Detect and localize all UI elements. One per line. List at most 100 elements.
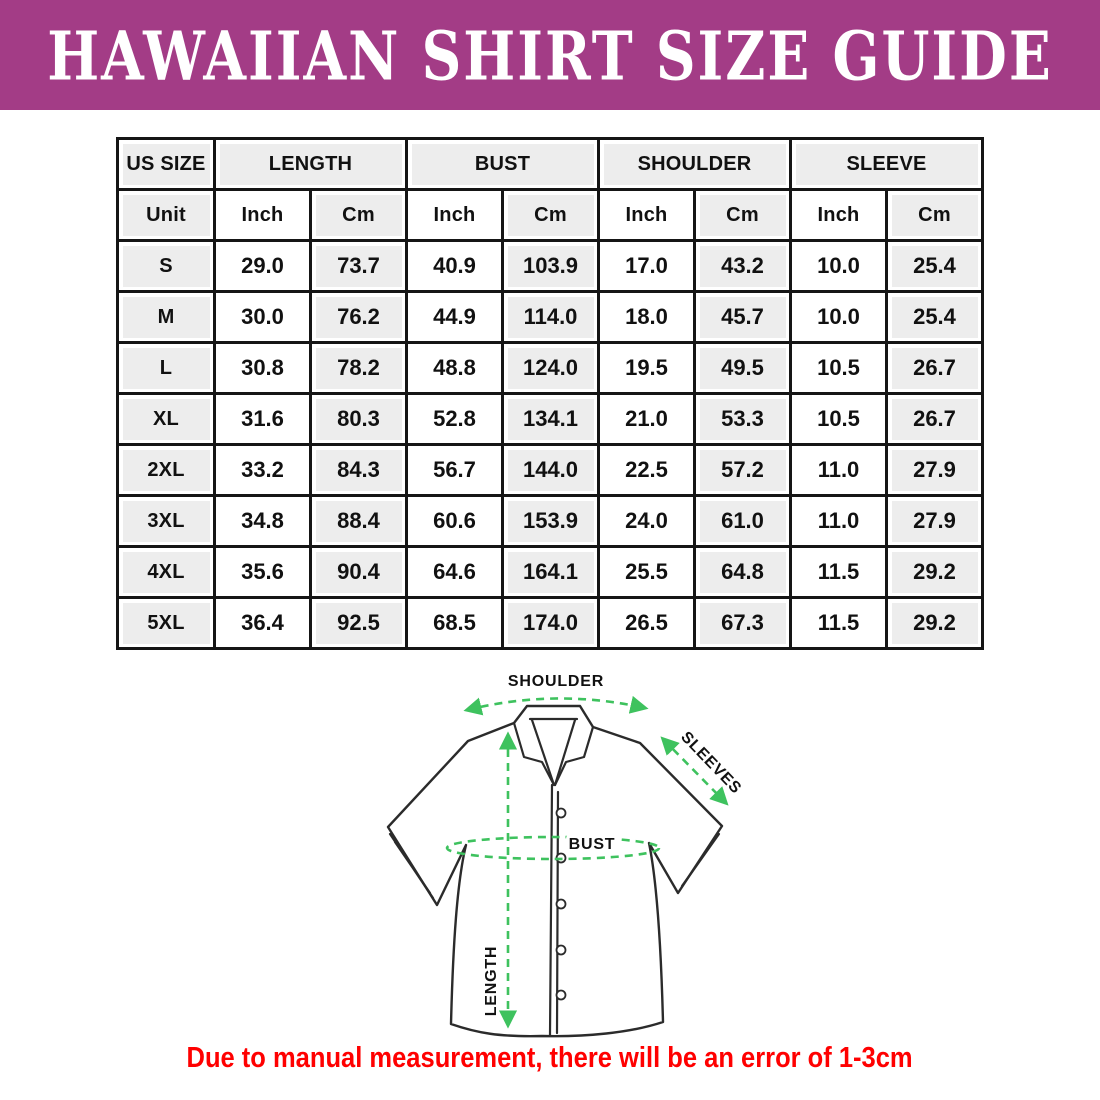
size-cell: L	[116, 341, 216, 395]
value-cell: 26.7	[885, 392, 984, 446]
col-group-shoulder: SHOULDER	[597, 137, 792, 191]
value-cell: 10.0	[789, 239, 888, 293]
value-cell: 64.8	[693, 545, 792, 599]
value-cell: 68.5	[405, 596, 504, 650]
value-cell: 22.5	[597, 443, 696, 497]
value-cell: 60.6	[405, 494, 504, 548]
value-cell: 34.8	[213, 494, 312, 548]
table-row-m: M 30.0 76.2 44.9 114.0 18.0 45.7 10.0 25.4	[116, 290, 984, 344]
value-cell: 29.2	[885, 545, 984, 599]
value-cell: 78.2	[309, 341, 408, 395]
col-group-sleeve: SLEEVE	[789, 137, 984, 191]
bust-measure-loop	[445, 835, 661, 861]
value-cell: 67.3	[693, 596, 792, 650]
unit-cell: Cm	[885, 188, 984, 242]
table-row-2xl: 2XL 33.2 84.3 56.7 144.0 22.5 57.2 11.0 27.9	[116, 443, 984, 497]
value-cell: 52.8	[405, 392, 504, 446]
value-cell: 29.2	[885, 596, 984, 650]
value-cell: 57.2	[693, 443, 792, 497]
value-cell: 114.0	[501, 290, 600, 344]
value-cell: 124.0	[501, 341, 600, 395]
value-cell: 48.8	[405, 341, 504, 395]
bust-label: BUST	[569, 836, 616, 853]
right-lapel-line	[553, 725, 595, 787]
value-cell: 19.5	[597, 341, 696, 395]
header-banner: HAWAIIAN SHIRT SIZE GUIDE	[0, 0, 1100, 110]
size-cell: S	[116, 239, 216, 293]
value-cell: 33.2	[213, 443, 312, 497]
value-cell: 92.5	[309, 596, 408, 650]
value-cell: 30.8	[213, 341, 312, 395]
size-cell: M	[116, 290, 216, 344]
shirt-outline	[386, 704, 724, 1038]
size-table-wrap: US SIZE LENGTH BUST SHOULDER SLEEVE Unit Inch C…	[116, 137, 984, 650]
left-collar-v-line	[530, 718, 556, 787]
value-cell: 11.0	[789, 494, 888, 548]
shirt-button	[555, 989, 567, 1001]
value-cell: 45.7	[693, 290, 792, 344]
value-cell: 10.5	[789, 392, 888, 446]
shirt-button	[555, 898, 567, 910]
col-group-us-size: US SIZE	[116, 137, 216, 191]
table-row-xl: XL 31.6 80.3 52.8 134.1 21.0 53.3 10.5 26.7	[116, 392, 984, 446]
value-cell: 76.2	[309, 290, 408, 344]
value-cell: 153.9	[501, 494, 600, 548]
value-cell: 29.0	[213, 239, 312, 293]
value-cell: 90.4	[309, 545, 408, 599]
size-cell: 3XL	[116, 494, 216, 548]
value-cell: 49.5	[693, 341, 792, 395]
value-cell: 10.5	[789, 341, 888, 395]
value-cell: 26.7	[885, 341, 984, 395]
measurement-error-note: Due to manual measurement, there will be…	[186, 1042, 914, 1074]
page-title: HAWAIIAN SHIRT SIZE GUIDE	[47, 15, 1053, 95]
value-cell: 64.6	[405, 545, 504, 599]
value-cell: 174.0	[501, 596, 600, 650]
size-table: US SIZE LENGTH BUST SHOULDER SLEEVE Unit Inch C…	[116, 137, 984, 650]
unit-cell: Inch	[789, 188, 888, 242]
value-cell: 43.2	[693, 239, 792, 293]
value-cell: 26.5	[597, 596, 696, 650]
value-cell: 53.3	[693, 392, 792, 446]
unit-cell: Cm	[693, 188, 792, 242]
value-cell: 36.4	[213, 596, 312, 650]
shirt-button	[555, 807, 567, 819]
value-cell: 25.4	[885, 239, 984, 293]
unit-cell: Inch	[405, 188, 504, 242]
unit-cell: Cm	[309, 188, 408, 242]
left-lapel-line	[512, 721, 556, 787]
value-cell: 11.0	[789, 443, 888, 497]
value-cell: 103.9	[501, 239, 600, 293]
value-cell: 27.9	[885, 443, 984, 497]
value-cell: 164.1	[501, 545, 600, 599]
value-cell: 61.0	[693, 494, 792, 548]
table-row-5xl: 5XL 36.4 92.5 68.5 174.0 26.5 67.3 11.5 29.2	[116, 596, 984, 650]
table-row-s: S 29.0 73.7 40.9 103.9 17.0 43.2 10.0 25.4	[116, 239, 984, 293]
value-cell: 144.0	[501, 443, 600, 497]
value-cell: 25.4	[885, 290, 984, 344]
table-row-4xl: 4XL 35.6 90.4 64.6 164.1 25.5 64.8 11.5 29.2	[116, 545, 984, 599]
value-cell: 40.9	[405, 239, 504, 293]
value-cell: 88.4	[309, 494, 408, 548]
value-cell: 80.3	[309, 392, 408, 446]
shirt-measurement-diagram: SHOULDER SLEEVES BUST LENGTH	[386, 673, 745, 1038]
size-cell: 4XL	[116, 545, 216, 599]
shoulder-measure-arrow	[463, 695, 649, 716]
shoulder-label: SHOULDER	[508, 673, 604, 690]
right-cuff-line	[680, 832, 721, 888]
col-group-length: LENGTH	[213, 137, 408, 191]
table-row-l: L 30.8 78.2 48.8 124.0 19.5 49.5 10.5 26.7	[116, 341, 984, 395]
value-cell: 21.0	[597, 392, 696, 446]
unit-cell: Inch	[213, 188, 312, 242]
table-row-3xl: 3XL 34.8 88.4 60.6 153.9 24.0 61.0 11.0 27.9	[116, 494, 984, 548]
value-cell: 84.3	[309, 443, 408, 497]
unit-cell: Inch	[597, 188, 696, 242]
value-cell: 25.5	[597, 545, 696, 599]
size-cell: XL	[116, 392, 216, 446]
length-label: LENGTH	[483, 946, 500, 1017]
placket-line	[548, 783, 554, 1037]
value-cell: 56.7	[405, 443, 504, 497]
col-group-bust: BUST	[405, 137, 600, 191]
value-cell: 73.7	[309, 239, 408, 293]
value-cell: 27.9	[885, 494, 984, 548]
